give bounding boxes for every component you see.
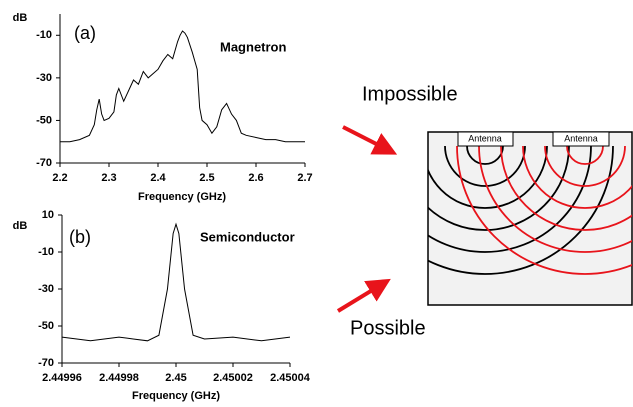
y-tick-label: -10 bbox=[36, 29, 52, 41]
chart: -10 -30 -50 -702.2 2.3 2.4 2.5 2.6 2.7 dB (a) Magne… bbox=[13, 12, 313, 203]
spectrum-line bbox=[60, 30, 305, 143]
annotation: Semiconductor bbox=[200, 229, 295, 244]
x-tick-label: 2.44998 bbox=[99, 372, 139, 384]
antenna bbox=[552, 131, 610, 147]
x-tick-label: 2.7 bbox=[297, 172, 312, 184]
x-tick-label: 2.6 bbox=[248, 172, 263, 184]
arrow bbox=[336, 278, 391, 313]
wave-front bbox=[522, 146, 632, 209]
wave-front bbox=[428, 146, 570, 231]
label: Possible bbox=[350, 317, 426, 339]
y-axis-label: dB bbox=[13, 12, 28, 24]
y-tick-label: -30 bbox=[36, 72, 52, 84]
wave-front bbox=[566, 146, 604, 165]
medium bbox=[427, 131, 633, 306]
y-tick-label: 10 bbox=[42, 209, 54, 221]
wave-front bbox=[500, 146, 632, 231]
arrow bbox=[342, 125, 398, 155]
x-axis-label: Frequency (GHz) bbox=[132, 390, 220, 402]
antenna-label: Antenna bbox=[468, 133, 502, 143]
panel-label: (a) bbox=[74, 23, 96, 43]
x-tick-label: 2.45002 bbox=[213, 372, 253, 384]
antenna bbox=[457, 131, 514, 147]
panel-label: (b) bbox=[69, 227, 91, 247]
wave-front bbox=[544, 146, 626, 187]
y-tick-label: -10 bbox=[38, 246, 54, 258]
waves bbox=[428, 146, 632, 275]
spectrum-line bbox=[61, 222, 291, 342]
wave-front bbox=[456, 146, 632, 275]
wave-front bbox=[428, 146, 548, 209]
y-axis-label: dB bbox=[13, 220, 28, 232]
y-tick-label: -50 bbox=[36, 114, 52, 126]
x-tick-label: 2.44996 bbox=[42, 372, 82, 384]
wave-front bbox=[428, 146, 592, 253]
annotation: Magnetron bbox=[220, 39, 287, 54]
chart: 10 -10 -30 -50 -70 2.44996 2.44998 2.45 2.45002 2… bbox=[13, 209, 311, 402]
x-axis-label: Frequency (GHz) bbox=[138, 191, 226, 203]
x-tick-label: 2.45 bbox=[165, 372, 186, 384]
y-tick-label: -50 bbox=[38, 320, 54, 332]
x-tick-label: 2.3 bbox=[101, 172, 116, 184]
x-tick-label: 2.45004 bbox=[270, 372, 311, 384]
diagram: Impossible Possible Antenna Antenna bbox=[336, 83, 633, 339]
x-tick-label: 2.2 bbox=[52, 172, 67, 184]
y-tick-label: -70 bbox=[38, 357, 54, 369]
y-tick-label: -70 bbox=[36, 157, 52, 169]
x-tick-label: 2.5 bbox=[199, 172, 214, 184]
wave-front bbox=[444, 146, 526, 187]
x-tick-label: 2.4 bbox=[150, 172, 166, 184]
y-tick-label: -30 bbox=[38, 283, 54, 295]
label: Impossible bbox=[362, 83, 458, 105]
wave-front bbox=[478, 146, 632, 253]
antenna-label: Antenna bbox=[564, 133, 598, 143]
wave-front bbox=[428, 146, 614, 275]
